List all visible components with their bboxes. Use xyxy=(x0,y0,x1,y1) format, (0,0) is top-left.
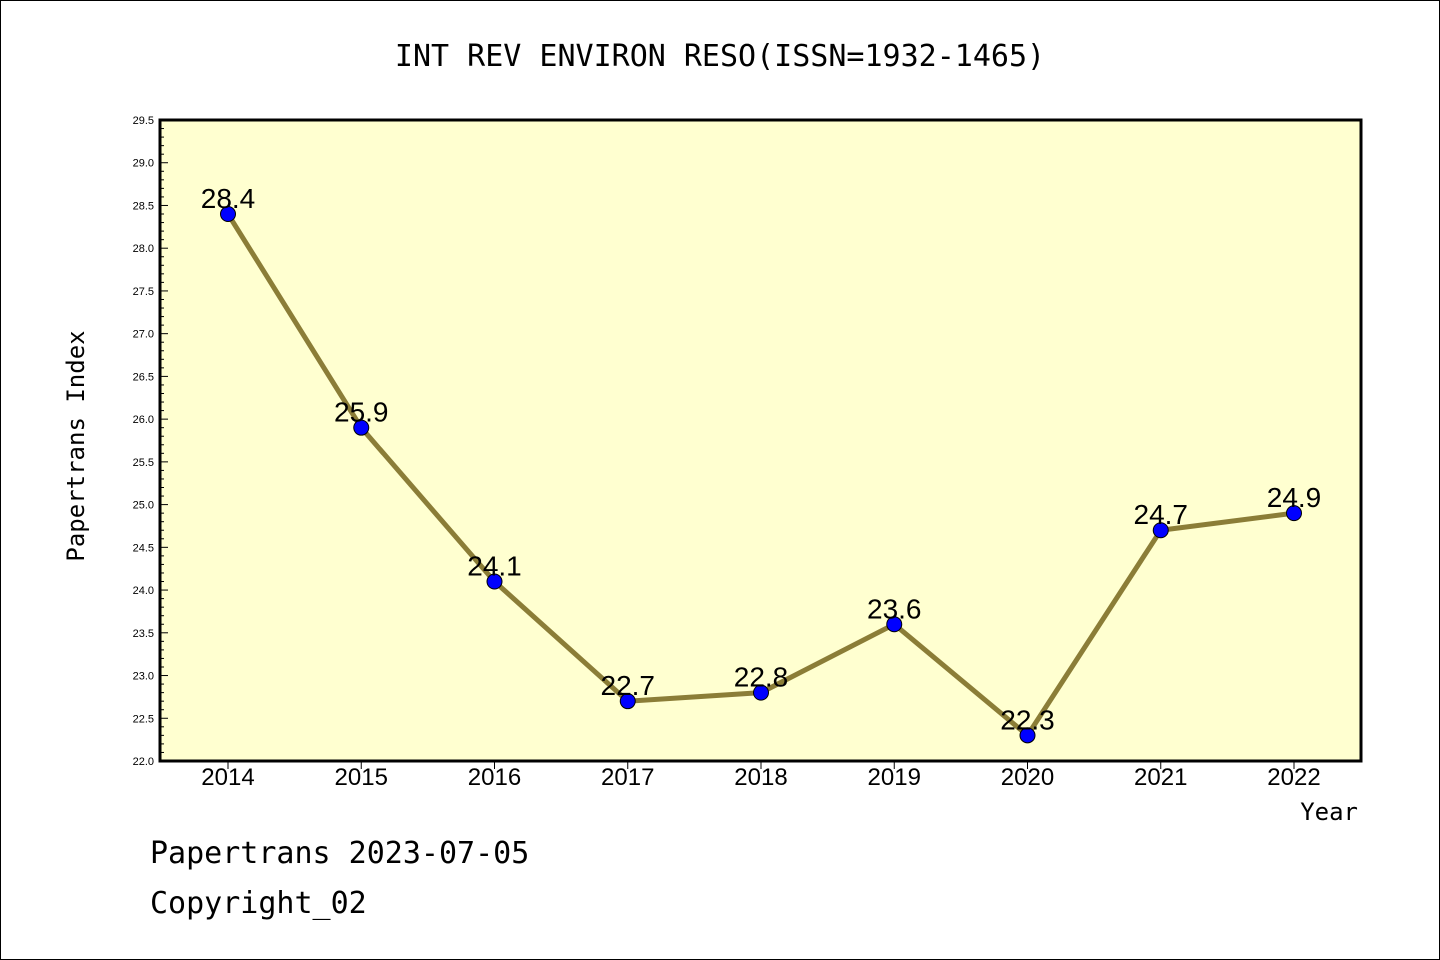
data-label: 22.8 xyxy=(734,662,789,693)
x-axis-ticks: 2014 2015 2016 2017 2018 2019 2020 2021 2022 xyxy=(201,761,1321,791)
y-tick-label: 22.5 xyxy=(133,713,154,725)
data-label: 24.1 xyxy=(467,551,522,582)
y-tick-label: 27.5 xyxy=(133,286,154,298)
data-point xyxy=(220,206,236,223)
data-point xyxy=(486,573,503,590)
y-tick-label: 29.0 xyxy=(133,158,154,170)
x-tick-label: 2019 xyxy=(868,764,921,791)
data-point xyxy=(753,684,769,701)
x-tick-label: 2022 xyxy=(1267,764,1320,791)
data-label: 24.9 xyxy=(1267,482,1322,513)
x-tick-label: 2020 xyxy=(1001,764,1054,791)
x-tick-label: 2018 xyxy=(734,764,787,791)
y-tick-label: 27.0 xyxy=(133,329,154,341)
y-tick-label: 28.0 xyxy=(133,243,154,255)
x-axis-label: Year xyxy=(1300,798,1358,826)
x-tick-label: 2015 xyxy=(335,764,388,791)
footer-copyright: Copyright_02 xyxy=(150,886,367,921)
data-labels-group: 28.4 25.9 24.1 22.7 22.8 23.6 22.3 24.7 24.9 xyxy=(201,183,1322,735)
plot-area xyxy=(160,120,1361,761)
data-point xyxy=(1286,505,1302,522)
data-point xyxy=(886,616,903,633)
x-tick-label: 2021 xyxy=(1134,764,1187,791)
x-tick-label: 2017 xyxy=(601,764,654,791)
data-label: 23.6 xyxy=(867,593,922,624)
data-point xyxy=(1152,522,1169,539)
data-points-group xyxy=(220,206,1302,744)
data-point xyxy=(353,419,370,436)
y-tick-label: 26.5 xyxy=(133,371,154,383)
footer-date: Papertrans 2023-07-05 xyxy=(150,836,530,871)
y-axis-label: Papertrans Index xyxy=(62,330,90,561)
data-label: 25.9 xyxy=(334,397,389,428)
data-point xyxy=(619,693,636,710)
y-tick-label: 23.5 xyxy=(133,628,154,640)
data-label: 24.7 xyxy=(1134,499,1189,530)
y-axis-ticks: 22.0 22.5 23.0 23.5 24.0 24.5 25.0 25.5 26.0 26.5… xyxy=(133,115,168,768)
chart-title: INT REV ENVIRON RESO(ISSN=1932-1465) xyxy=(395,39,1045,74)
data-label: 22.7 xyxy=(601,670,656,701)
data-point xyxy=(1019,727,1036,744)
y-tick-label: 25.5 xyxy=(133,457,154,469)
y-tick-label: 24.5 xyxy=(133,542,154,554)
y-tick-label: 28.5 xyxy=(133,200,154,212)
y-tick-label: 26.0 xyxy=(133,414,154,426)
y-tick-label: 25.0 xyxy=(133,500,154,512)
data-label: 22.3 xyxy=(1000,704,1055,735)
x-tick-label: 2016 xyxy=(468,764,521,791)
data-label: 28.4 xyxy=(201,183,256,214)
y-tick-label: 24.0 xyxy=(133,585,154,597)
plot-border xyxy=(158,118,1363,763)
y-tick-label: 23.0 xyxy=(133,671,154,683)
y-tick-label: 29.5 xyxy=(133,115,154,127)
x-tick-label: 2014 xyxy=(201,764,254,791)
y-tick-label: 22.0 xyxy=(133,756,154,768)
